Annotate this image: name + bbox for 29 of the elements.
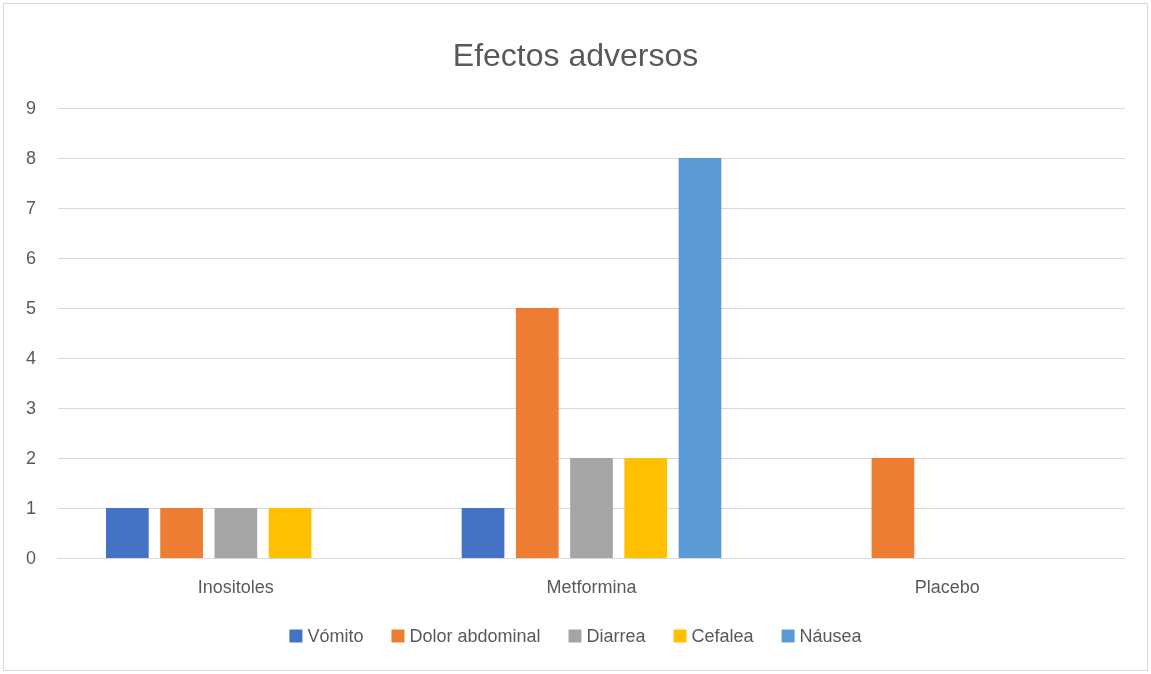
chart-title: Efectos adversos: [452, 37, 699, 73]
legend-label: Náusea: [799, 626, 863, 646]
bar: [570, 458, 613, 558]
legend-label: Dolor abdominal: [409, 626, 541, 646]
y-tick-label: 3: [25, 398, 36, 418]
y-tick-label: 7: [25, 198, 36, 218]
y-tick-label: 8: [25, 148, 36, 168]
y-tick-label: 5: [25, 298, 36, 318]
bar: [678, 158, 722, 558]
legend-label: Cefalea: [691, 626, 755, 646]
bar: [461, 508, 505, 558]
x-tick-label: Placebo: [914, 577, 980, 597]
x-tick-label: Metformina: [546, 577, 638, 597]
legend-label: Diarrea: [586, 626, 647, 646]
y-tick-label: 9: [25, 98, 36, 118]
bar: [871, 458, 915, 558]
bar: [268, 508, 312, 558]
legend-label: Vómito: [307, 626, 364, 646]
bar: [515, 308, 559, 558]
y-tick-label: 0: [25, 548, 36, 568]
x-tick-label: Inositoles: [197, 577, 274, 597]
bar: [160, 508, 203, 558]
y-tick-label: 2: [25, 448, 36, 468]
bar: [624, 458, 668, 558]
y-tick-label: 6: [25, 248, 36, 268]
bar: [214, 508, 258, 558]
y-tick-label: 4: [25, 348, 36, 368]
bar: [106, 508, 149, 558]
y-tick-label: 1: [25, 498, 36, 518]
